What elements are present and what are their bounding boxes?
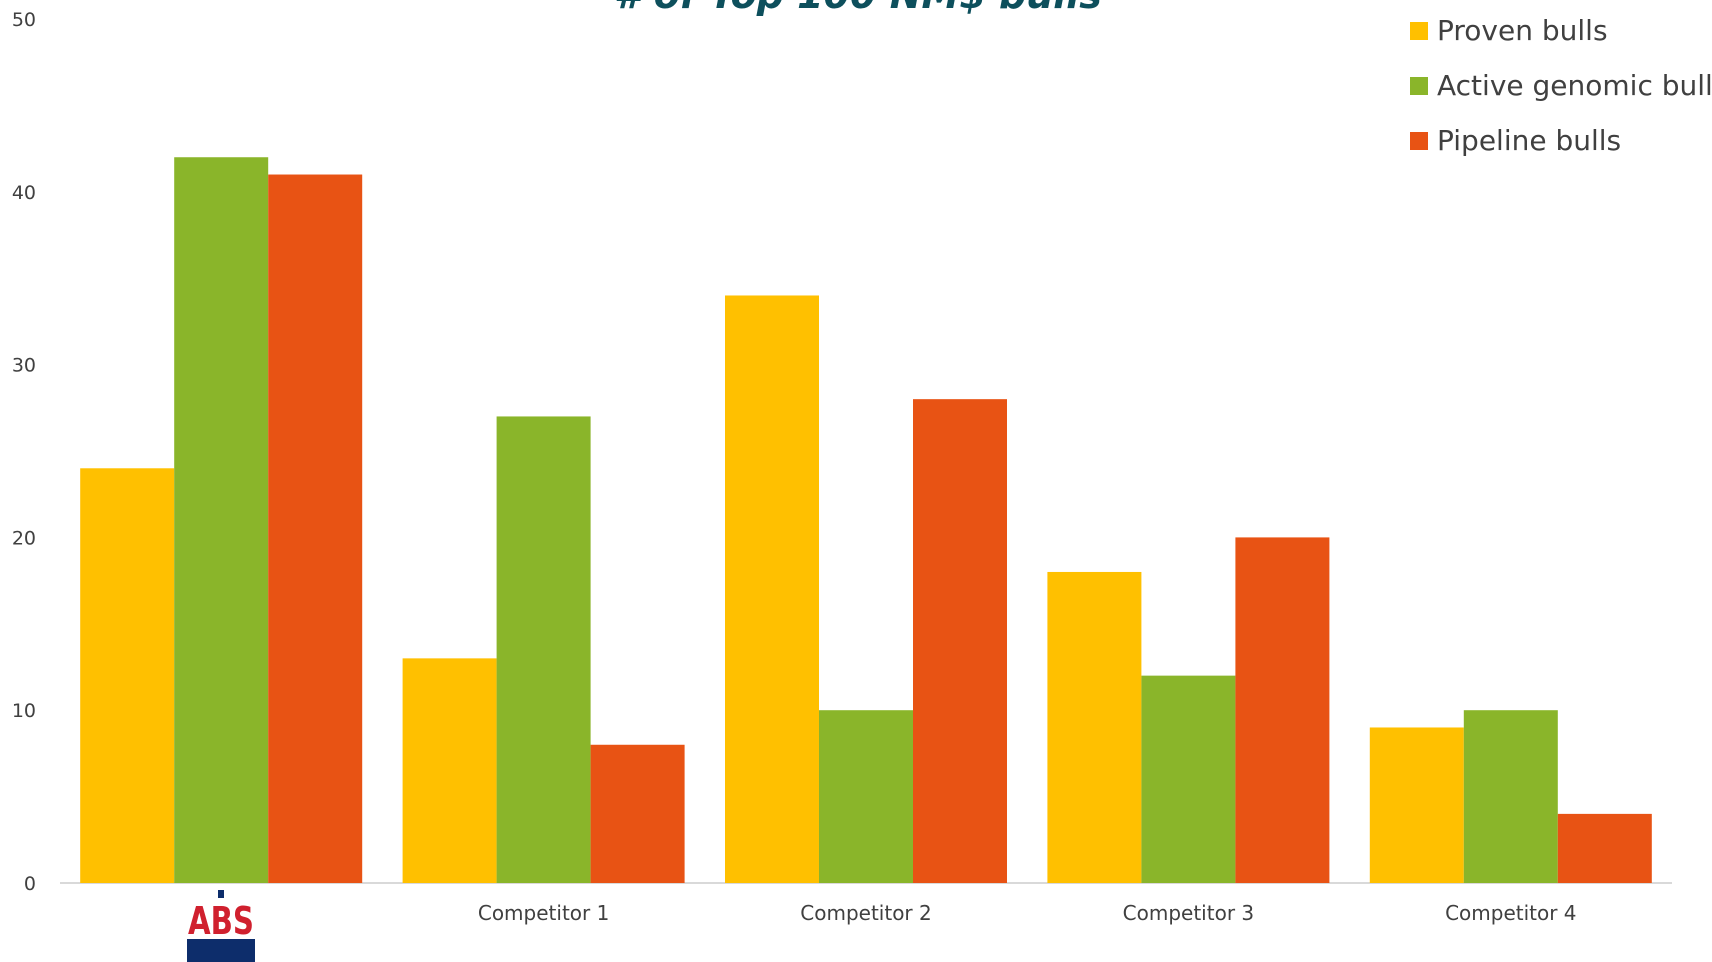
x-tick-label: Competitor 1: [478, 901, 609, 925]
bar-proven-bulls: [1047, 571, 1142, 883]
bar-pipeline-bulls: [268, 174, 363, 883]
y-tick-label: 0: [24, 873, 36, 895]
chart-title: # of Top 100 NM$ bulls: [614, 0, 1102, 17]
bar-proven-bulls: [80, 468, 175, 883]
logo-navy-block: [187, 939, 255, 962]
bar-active-genomic-bulls: [1141, 675, 1236, 883]
bar-proven-bulls: [725, 295, 819, 884]
bar-active-genomic-bulls: [1463, 710, 1558, 883]
x-tick-label: Competitor 3: [1123, 901, 1254, 925]
x-tick-label: Competitor 2: [800, 901, 931, 925]
y-tick-label: 20: [12, 527, 36, 549]
y-tick-label: 10: [12, 700, 36, 722]
bar-proven-bulls: [1369, 727, 1464, 883]
abs-logo: ABS: [187, 890, 255, 962]
bar-pipeline-bulls: [1235, 537, 1330, 883]
bar-active-genomic-bulls: [496, 416, 591, 883]
legend-swatch: [1410, 77, 1428, 95]
y-axis: 0 10 20 30 40 50: [12, 9, 36, 895]
bar-proven-bulls: [402, 658, 497, 883]
legend-label: Active genomic bulls: [1437, 69, 1712, 102]
legend-swatch: [1410, 132, 1428, 150]
y-tick-label: 30: [12, 355, 36, 377]
bar-pipeline-bulls: [1557, 813, 1652, 883]
y-tick-label: 50: [12, 9, 36, 31]
bars-group: [80, 157, 1652, 884]
legend-swatch: [1410, 22, 1428, 40]
legend-label: Proven bulls: [1437, 14, 1608, 47]
bar-active-genomic-bulls: [174, 157, 269, 884]
logo-text: ABS: [188, 899, 254, 943]
bar-pipeline-bulls: [913, 399, 1007, 883]
bar-pipeline-bulls: [590, 744, 685, 883]
bar-active-genomic-bulls: [819, 710, 913, 883]
logo-mark: [218, 890, 224, 898]
legend-label: Pipeline bulls: [1437, 124, 1621, 157]
x-axis-labels: Competitor 1 Competitor 2 Competitor 3 Comp…: [478, 901, 1577, 925]
y-tick-label: 40: [12, 182, 36, 204]
x-tick-label: Competitor 4: [1445, 901, 1576, 925]
legend: Proven bulls Active genomic bulls Pipeline…: [1410, 14, 1712, 157]
